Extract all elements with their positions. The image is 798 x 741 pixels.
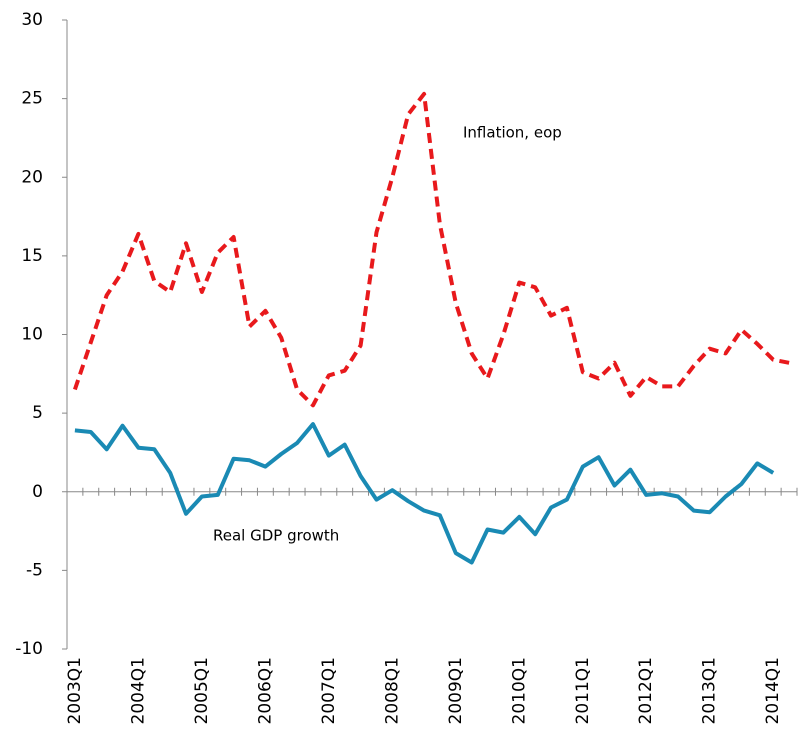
series-annotation: Inflation, eop — [463, 124, 562, 142]
y-tick-label: 30 — [21, 10, 43, 30]
y-tick-label: -10 — [15, 639, 43, 659]
x-tick-label: 2003Q1 — [65, 657, 85, 724]
x-tick-label: 2008Q1 — [382, 657, 402, 724]
x-tick-label: 2011Q1 — [573, 657, 593, 724]
y-tick-label: 15 — [21, 246, 43, 266]
y-tick-label: 25 — [21, 89, 43, 109]
x-tick-label: 2005Q1 — [192, 657, 212, 724]
x-tick-label: 2006Q1 — [255, 657, 275, 724]
y-tick-label: 5 — [32, 403, 43, 423]
x-tick-label: 2009Q1 — [446, 657, 466, 724]
x-tick-label: 2013Q1 — [700, 657, 720, 724]
series-annotation: Real GDP growth — [213, 527, 339, 545]
x-tick-label: 2014Q1 — [763, 657, 783, 724]
y-tick-label: 20 — [21, 167, 43, 187]
y-tick-label: 10 — [21, 325, 43, 345]
y-tick-label: -5 — [26, 560, 43, 580]
x-tick-label: 2007Q1 — [319, 657, 339, 724]
series-line — [73, 91, 790, 408]
x-tick-label: 2012Q1 — [636, 657, 656, 724]
x-tick-label: 2010Q1 — [509, 657, 529, 724]
y-tick-label: 0 — [32, 482, 43, 502]
x-tick-label: 2004Q1 — [128, 657, 148, 724]
series-line — [74, 422, 775, 565]
